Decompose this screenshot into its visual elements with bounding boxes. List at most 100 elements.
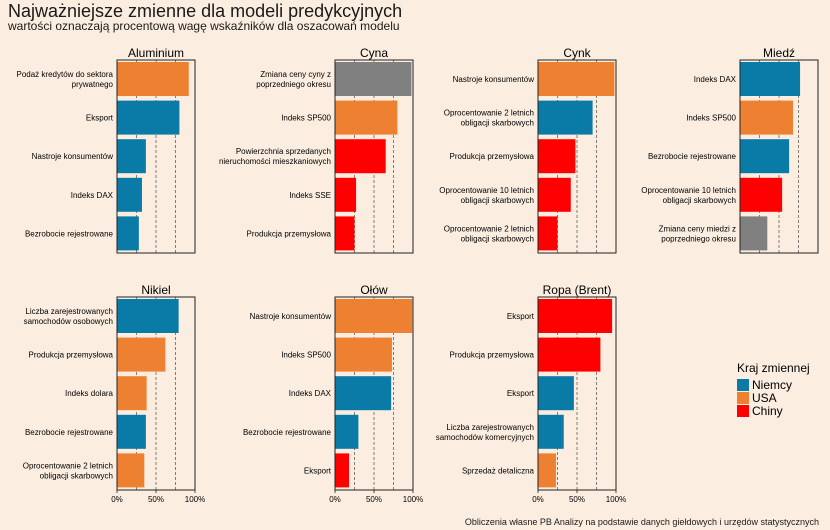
panel-olow-x-tick-label: 100% <box>403 495 423 504</box>
panel-aluminium-bar-5-label: Bezrobocie rejestrowane <box>25 229 114 238</box>
panel-aluminium-bar-1-label: Podaż kredytów do sektora <box>17 70 114 79</box>
panel-nikiel-bar-5-label: Oprocentowanie 2 letnich <box>23 461 113 470</box>
panel-olow-bar-2-label: Indeks SP500 <box>281 351 331 360</box>
panel-cyna-bar-3-label: Powierzchnia sprzedanych <box>236 147 331 156</box>
panel-aluminium-bar-5 <box>117 216 139 251</box>
panel-aluminium-title: Aluminium <box>128 46 184 60</box>
panel-nikiel-x-tick-label: 0% <box>111 495 123 504</box>
panel-aluminium-bar-2-label: Eksport <box>86 114 114 123</box>
panel-cynk-bar-4-label: Oprocentowanie 10 letnich <box>439 186 534 195</box>
panel-nikiel-bar-2 <box>117 337 166 372</box>
panel-aluminium-bar-1 <box>117 62 189 96</box>
panel-olow-x-tick-label: 50% <box>366 495 382 504</box>
chart-caption: Obliczenia własne PB Analizy na podstawi… <box>464 517 819 527</box>
panel-miedz-bar-5-label: Zmiana ceny miedzi z <box>659 224 736 233</box>
panel-miedz-bar-2 <box>740 100 794 135</box>
panel-olow-bar-1 <box>335 299 413 333</box>
panel-cyna-bar-3-label: nieruchomości mieszkaniowych <box>219 157 331 166</box>
panel-nikiel-bar-1-label: Liczba zarejestrowanych <box>25 307 113 316</box>
panel-ropa-brent-bar-5-label: Sprzedaż detaliczna <box>462 466 535 475</box>
panel-ropa-brent-bar-5 <box>538 453 556 488</box>
panel-cyna-bar-1 <box>335 62 412 96</box>
panel-cyna-bar-1-label: Zmiana ceny cyny z <box>260 70 331 79</box>
panel-nikiel-bar-3 <box>117 376 147 411</box>
panel-cyna-frame <box>334 59 414 254</box>
panel-ropa-brent-x-tick-label: 0% <box>532 495 544 504</box>
chart-subtitle: wartości oznaczają procentową wagę wskaź… <box>8 19 400 33</box>
legend-title: Kraj zmiennej <box>737 361 810 375</box>
panel-olow-bar-2 <box>335 337 392 372</box>
panel-nikiel-bar-1 <box>117 299 179 333</box>
panel-miedz-bar-2-label: Indeks SP500 <box>686 114 736 123</box>
panel-cyna-bar-2-label: Indeks SP500 <box>281 114 331 123</box>
legend-label-chiny: Chiny <box>752 404 783 418</box>
panel-nikiel-bar-4 <box>117 414 146 449</box>
panel-nikiel-bar-3-label: Indeks dolara <box>65 389 114 398</box>
panel-miedz-bar-5 <box>740 216 768 251</box>
legend-label-niemcy: Niemcy <box>752 378 792 392</box>
panel-cyna-bar-2 <box>335 100 398 135</box>
panel-olow-bar-3 <box>335 376 392 411</box>
chart-title: Najważniejsze zmienne dla modeli predykc… <box>8 1 403 21</box>
panel-cynk-bar-3 <box>538 139 576 174</box>
panel-aluminium-bar-4-label: Indeks DAX <box>71 191 114 200</box>
panel-miedz-bar-4-label: obligacji skarbowych <box>663 196 736 205</box>
panel-nikiel-bar-5 <box>117 453 145 488</box>
panel-cyna-bar-1-label: poprzedniego okresu <box>256 80 331 89</box>
panel-cyna-bar-3 <box>335 139 386 174</box>
panel-cynk-bar-1-label: Nastroje konsumentów <box>453 75 535 84</box>
panel-miedz-frame <box>739 59 819 254</box>
panel-cynk-bar-5 <box>538 216 558 251</box>
panel-miedz-bar-4 <box>740 177 783 212</box>
panel-nikiel-x-tick-label: 50% <box>148 495 164 504</box>
panel-miedz-bar-5-label: poprzedniego okresu <box>661 234 736 243</box>
panel-miedz-bar-1-label: Indeks DAX <box>694 75 737 84</box>
panel-cynk-bar-5-label: obligacji skarbowych <box>461 234 534 243</box>
panel-ropa-brent-bar-4 <box>538 414 564 449</box>
panel-olow-title: Ołów <box>360 283 388 297</box>
panel-miedz-bar-1 <box>740 62 801 96</box>
panel-ropa-brent-bar-4-label: samochodów komercyjnych <box>436 433 534 442</box>
panel-nikiel-bar-2-label: Produkcja przemysłowa <box>29 351 114 360</box>
legend-label-usa: USA <box>752 391 777 405</box>
panel-cynk-bar-4-label: obligacji skarbowych <box>461 196 534 205</box>
panel-aluminium-bar-3-label: Nastroje konsumentów <box>32 152 114 161</box>
panel-cyna-title: Cyna <box>360 46 388 60</box>
panel-cynk-bar-1 <box>538 62 615 96</box>
panel-nikiel-x-tick-label: 100% <box>185 495 205 504</box>
panel-olow-bar-4 <box>335 414 359 449</box>
panel-cynk-bar-5-label: Oprocentowanie 2 letnich <box>444 224 534 233</box>
panel-aluminium-bar-1-label: prywatnego <box>72 80 114 89</box>
panel-ropa-brent-bar-1-label: Eksport <box>507 312 535 321</box>
panel-aluminium-bar-4 <box>117 177 142 212</box>
panel-aluminium-bar-2 <box>117 100 180 135</box>
panel-ropa-brent-bar-2 <box>538 337 601 372</box>
panel-ropa-brent-bar-4-label: Liczba zarejestrowanych <box>446 423 534 432</box>
panel-ropa-brent-title: Ropa (Brent) <box>543 283 612 297</box>
panel-miedz-bar-4-label: Oprocentowanie 10 letnich <box>641 186 736 195</box>
panel-aluminium-bar-3 <box>117 139 146 174</box>
panel-olow-bar-4-label: Bezrobocie rejestrowane <box>243 428 332 437</box>
panel-miedz-title: Miedź <box>763 46 795 60</box>
panel-cynk-title: Cynk <box>563 46 591 60</box>
panel-cyna-bar-5 <box>335 216 355 251</box>
panel-ropa-brent-bar-3 <box>538 376 574 411</box>
panel-ropa-brent-x-tick-label: 100% <box>606 495 626 504</box>
legend-swatch-usa <box>737 392 749 404</box>
panel-olow-bar-5 <box>335 453 350 488</box>
panel-cynk-bar-4 <box>538 177 571 212</box>
panel-olow-bar-1-label: Nastroje konsumentów <box>250 312 332 321</box>
legend-swatch-niemcy <box>737 379 749 391</box>
panel-nikiel-bar-1-label: samochodów osobowych <box>24 317 113 326</box>
panel-olow-x-tick-label: 0% <box>329 495 341 504</box>
panel-nikiel-bar-5-label: obligacji skarbowych <box>40 471 113 480</box>
panel-cynk-bar-2-label: Oprocentowanie 2 letnich <box>444 109 534 118</box>
panel-ropa-brent-bar-2-label: Produkcja przemysłowa <box>450 351 535 360</box>
panel-aluminium-frame <box>116 59 196 254</box>
panel-miedz-bar-3 <box>740 139 790 174</box>
panel-cynk-bar-2 <box>538 100 593 135</box>
panel-olow-bar-3-label: Indeks DAX <box>289 389 332 398</box>
panel-cynk-bar-3-label: Produkcja przemysłowa <box>450 152 535 161</box>
panel-olow-bar-5-label: Eksport <box>304 466 332 475</box>
